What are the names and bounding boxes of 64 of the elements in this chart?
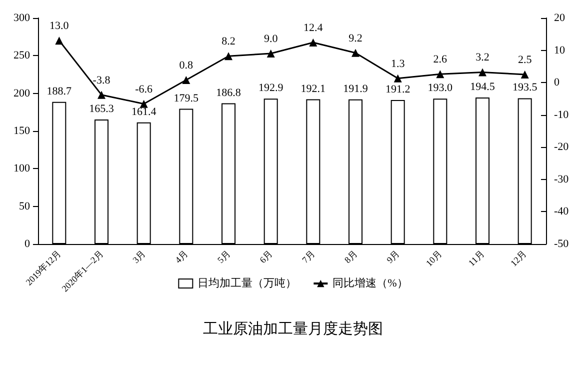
y2-tick-label: -20 <box>554 141 570 154</box>
x-tick-label: 9月 <box>384 248 402 266</box>
data-label: 192.9 <box>258 82 284 94</box>
data-label: 165.3 <box>89 102 114 115</box>
y2-tick-label: 0 <box>554 76 560 89</box>
y2-tick-label: 10 <box>554 44 566 56</box>
data-label: 0.8 <box>179 59 194 72</box>
data-label: 193.0 <box>428 82 454 94</box>
point <box>520 70 529 78</box>
y-tick-label: 200 <box>14 87 30 100</box>
data-label: 2.5 <box>518 54 532 66</box>
data-label: 188.7 <box>46 85 72 98</box>
y2-tick-label: 20 <box>554 12 566 24</box>
x-tick-label: 10月 <box>424 248 444 268</box>
point <box>98 90 106 99</box>
x-tick-label: 4月 <box>173 248 190 266</box>
point <box>55 36 64 45</box>
point <box>394 74 402 82</box>
data-label: 191.2 <box>385 83 410 96</box>
point <box>478 68 486 76</box>
y2-tick-label: -40 <box>554 206 570 218</box>
legend-label: 同比增速（%） <box>332 276 408 290</box>
point <box>352 48 360 57</box>
point <box>436 70 444 78</box>
y-tick-label: 100 <box>14 162 30 175</box>
y-tick-label: 250 <box>14 50 30 62</box>
data-label: 194.5 <box>470 80 496 93</box>
data-label: 9.2 <box>348 32 362 44</box>
data-label: 191.9 <box>343 82 368 95</box>
data-label: 192.1 <box>300 82 326 95</box>
x-tick-label: 6月 <box>258 248 274 266</box>
point <box>309 38 318 47</box>
text: 工业原油加工量月度走势图 <box>203 320 383 338</box>
data-label: 161.4 <box>131 106 157 118</box>
point <box>266 50 275 58</box>
data-label: 13.0 <box>50 20 70 32</box>
data-label: 8.2 <box>222 36 236 48</box>
data-label: -3.8 <box>92 74 111 86</box>
data-label: -6.6 <box>135 83 154 96</box>
data-label: 1.3 <box>390 58 406 70</box>
x-tick-label: 11月 <box>466 248 486 268</box>
x-tick-label: 7月 <box>300 248 317 266</box>
data-label: 2.6 <box>433 54 448 66</box>
data-label: 12.4 <box>304 22 324 34</box>
data-label: 193.5 <box>512 82 538 94</box>
point <box>224 52 232 60</box>
x-tick-label: 5月 <box>215 248 232 266</box>
y-tick-label: 50 <box>19 200 30 212</box>
data-label: 179.5 <box>174 92 200 104</box>
x-tick-label: 12月 <box>508 248 528 268</box>
y2-tick-label: -10 <box>554 108 570 121</box>
data-label: 186.8 <box>216 86 242 99</box>
point <box>140 100 148 108</box>
data-label: 3.2 <box>476 52 490 64</box>
y2-tick-label: -30 <box>554 173 570 186</box>
x-tick-label: 3月 <box>130 248 148 266</box>
y-tick-label: 150 <box>14 125 30 137</box>
y-tick-label: 0 <box>24 238 30 250</box>
data-label: 9.0 <box>264 33 278 46</box>
x-tick-label: 8月 <box>342 248 360 266</box>
y-tick-label: 300 <box>14 12 30 24</box>
y2-tick-label: -50 <box>554 238 570 250</box>
point <box>182 76 190 84</box>
legend-label: 日均加工量（万吨） <box>198 276 297 290</box>
